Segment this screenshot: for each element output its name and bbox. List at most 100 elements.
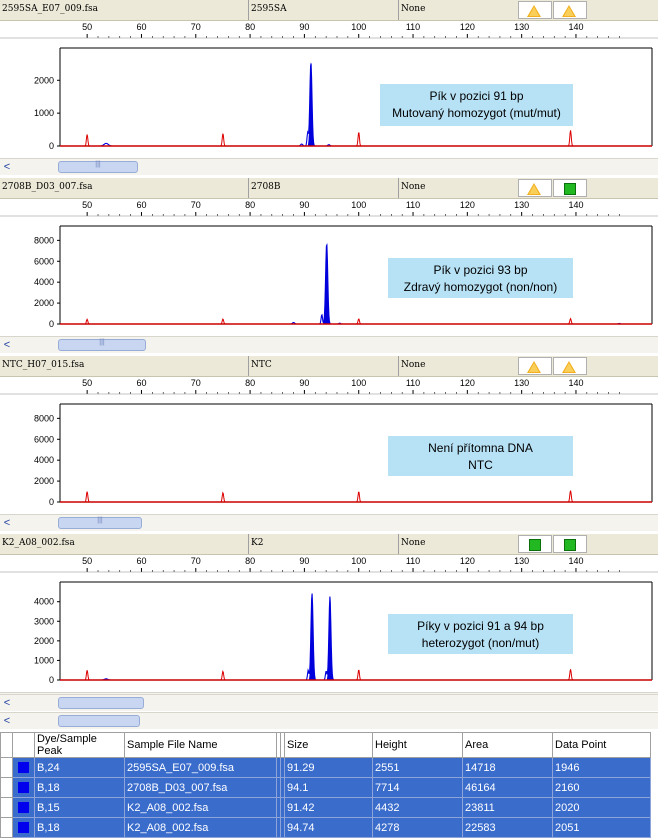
- sample-file-name[interactable]: 2708B_D03_007.fsa: [2, 182, 93, 192]
- warning-icon: [527, 5, 541, 17]
- status-text: None: [401, 182, 426, 192]
- dye-color-cell: [12, 777, 35, 798]
- scroll-thumb[interactable]: [58, 161, 138, 173]
- peak-fill: [327, 596, 333, 680]
- sample-name: K2: [251, 538, 264, 548]
- y-tick-label: 1000: [34, 108, 54, 118]
- table-row[interactable]: B,18 K2_A08_002.fsa 94.74 4278 22583 2051: [0, 817, 651, 838]
- ok-icon: [564, 183, 576, 195]
- row-spacer: [0, 797, 13, 818]
- scroll-thumb[interactable]: [58, 517, 142, 529]
- horizontal-scrollbar[interactable]: <: [0, 514, 658, 531]
- scroll-left-icon[interactable]: <: [3, 697, 11, 709]
- x-tick-label: 80: [245, 378, 255, 388]
- y-tick-label: 1000: [34, 655, 54, 665]
- scroll-thumb[interactable]: [58, 697, 144, 709]
- dye-peak-cell: B,18: [34, 817, 125, 838]
- header-sample-file[interactable]: Sample File Name: [124, 732, 277, 758]
- header-marker: [12, 732, 35, 758]
- peak-fill: [323, 243, 330, 324]
- header-dye-peak[interactable]: Dye/Sample Peak: [34, 732, 125, 758]
- area-cell: 22583: [462, 817, 553, 838]
- x-tick-label: 80: [245, 556, 255, 566]
- y-tick-label: 6000: [34, 256, 54, 266]
- sample-name: 2595SA: [251, 4, 287, 14]
- x-tick-label: 50: [82, 22, 92, 32]
- x-tick-label: 110: [406, 200, 420, 210]
- x-tick-label: 60: [136, 378, 146, 388]
- scroll-left-icon[interactable]: <: [3, 517, 11, 529]
- warning-icon: [527, 183, 541, 195]
- dye-peak-cell: B,24: [34, 757, 125, 778]
- panel-header: NTC_H07_015.fsa NTC None: [0, 356, 658, 377]
- panel-header: 2595SA_E07_009.fsa 2595SA None: [0, 0, 658, 21]
- warning-flag[interactable]: [553, 357, 587, 375]
- scroll-thumb[interactable]: [58, 339, 146, 351]
- table-row[interactable]: B,15 K2_A08_002.fsa 91.42 4432 23811 2020: [0, 797, 651, 818]
- header-area[interactable]: Area: [462, 732, 553, 758]
- table-row[interactable]: B,24 2595SA_E07_009.fsa 91.29 2551 14718 1946: [0, 757, 651, 778]
- x-tick-label: 110: [406, 378, 420, 388]
- sample-file-cell: K2_A08_002.fsa: [124, 817, 277, 838]
- scroll-left-icon[interactable]: <: [3, 161, 11, 173]
- ok-icon: [564, 539, 576, 551]
- x-tick-label: 110: [406, 556, 420, 566]
- header-divider: [398, 0, 399, 20]
- scroll-left-icon[interactable]: <: [3, 339, 11, 351]
- peak-fill: [308, 62, 314, 147]
- sample-file-name[interactable]: NTC_H07_015.fsa: [2, 360, 85, 370]
- horizontal-scrollbar[interactable]: <: [0, 336, 658, 353]
- global-scrollbar-2[interactable]: <: [0, 712, 658, 729]
- x-tick-label: 60: [136, 556, 146, 566]
- sample-file-name[interactable]: K2_A08_002.fsa: [2, 538, 75, 548]
- red-size-standard-trace: [60, 490, 652, 503]
- y-tick-label: 8000: [34, 235, 54, 245]
- sample-panel: NTC_H07_015.fsa NTC None 50 60 70 80 90 100 110 12…: [0, 356, 658, 534]
- x-tick-label: 100: [351, 556, 366, 566]
- sample-name: 2708B: [251, 182, 281, 192]
- scroll-thumb[interactable]: [58, 715, 140, 727]
- ok-flag[interactable]: [553, 535, 587, 553]
- sample-name: NTC: [251, 360, 272, 370]
- warning-icon: [527, 361, 541, 373]
- area-cell: 23811: [462, 797, 553, 818]
- sample-file-cell: K2_A08_002.fsa: [124, 797, 277, 818]
- horizontal-scrollbar[interactable]: <: [0, 158, 658, 175]
- x-tick-label: 110: [406, 22, 420, 32]
- x-tick-label: 60: [136, 200, 146, 210]
- ok-flag[interactable]: [518, 535, 552, 553]
- sample-file-cell: 2708B_D03_007.fsa: [124, 777, 277, 798]
- size-cell: 94.74: [284, 817, 373, 838]
- electropherogram-chart: 50 60 70 80 90 100 110 120 130 140 0 2000 4000 6000 80…: [0, 378, 658, 507]
- x-tick-label: 70: [191, 556, 201, 566]
- warning-flag[interactable]: [553, 1, 587, 19]
- ok-flag[interactable]: [553, 179, 587, 197]
- electropherogram-chart: 50 60 70 80 90 100 110 120 130 140 0 1000 2000: [0, 22, 658, 151]
- x-tick-label: 80: [245, 22, 255, 32]
- annotation-line: NTC: [468, 458, 493, 472]
- annotation-box: Píky v pozici 91 a 94 bp heterozygot (non…: [388, 614, 573, 654]
- warning-flag[interactable]: [518, 179, 552, 197]
- annotation-box: Pík v pozici 91 bp Mutovaný homozygot (mu…: [380, 84, 573, 126]
- blue-dye-icon: [18, 802, 29, 813]
- status-text: None: [401, 360, 426, 370]
- header-size[interactable]: Size: [284, 732, 373, 758]
- header-divider: [398, 534, 399, 554]
- annotation-line: Zdravý homozygot (non/non): [403, 280, 558, 294]
- warning-flag[interactable]: [518, 357, 552, 375]
- scroll-left-icon[interactable]: <: [3, 715, 11, 727]
- table-row[interactable]: B,18 2708B_D03_007.fsa 94.1 7714 46164 2160: [0, 777, 651, 798]
- header-divider: [248, 178, 249, 198]
- header-height[interactable]: Height: [372, 732, 463, 758]
- x-tick-label: 140: [568, 200, 583, 210]
- x-tick-label: 140: [568, 22, 583, 32]
- y-tick-label: 6000: [34, 434, 54, 444]
- global-scrollbar-1[interactable]: <: [0, 694, 658, 711]
- header-data-point[interactable]: Data Point: [552, 732, 651, 758]
- annotation-line: Pík v pozici 91 bp: [429, 89, 524, 103]
- x-tick-label: 90: [299, 22, 309, 32]
- annotation-line: Píky v pozici 91 a 94 bp: [417, 619, 544, 633]
- x-tick-label: 100: [351, 200, 366, 210]
- sample-file-name[interactable]: 2595SA_E07_009.fsa: [2, 4, 98, 14]
- warning-flag[interactable]: [518, 1, 552, 19]
